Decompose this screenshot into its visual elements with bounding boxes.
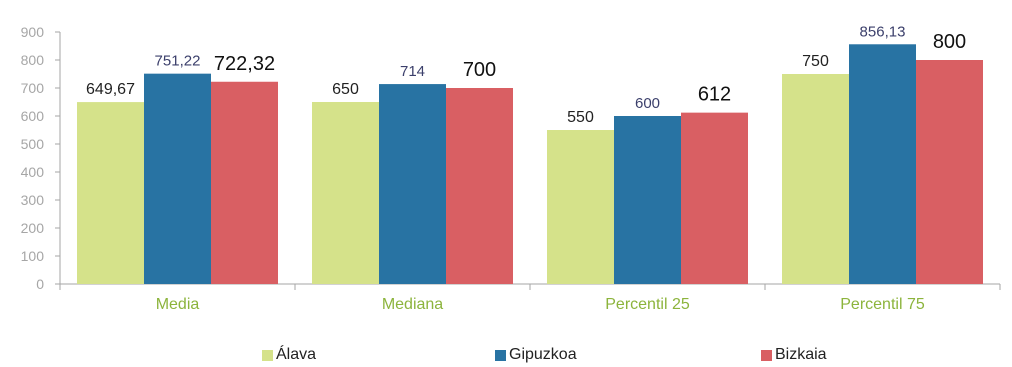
legend-item-bizkaia: Bizkaia — [761, 346, 827, 364]
bar — [77, 102, 144, 284]
bar — [446, 88, 513, 284]
legend-swatch-alava — [262, 349, 273, 361]
data-labels-group: 649,67 650 550 750 751,22 714 600 856,13 722,32 7… — [86, 23, 966, 126]
data-label: 856,13 — [860, 23, 906, 40]
bar — [547, 130, 614, 284]
x-axis: Media Mediana Percentil 25 Percentil 75 — [59, 283, 1001, 313]
data-label: 722,32 — [214, 53, 275, 75]
bar — [312, 102, 379, 284]
legend-item-gipuzkoa: Gipuzkoa — [495, 346, 577, 364]
y-axis: 0 100 200 300 400 500 600 700 800 900 — [21, 24, 61, 292]
data-label: 649,67 — [86, 81, 135, 98]
x-category-label: Percentil 75 — [840, 296, 925, 313]
legend: Álava Gipuzkoa Bizkaia — [0, 346, 1012, 366]
data-label: 700 — [463, 59, 496, 81]
data-label: 600 — [635, 95, 660, 112]
bar — [681, 112, 748, 284]
legend-label-alava: Álava — [276, 346, 317, 363]
y-tick-label: 500 — [21, 136, 45, 152]
legend-label-bizkaia: Bizkaia — [775, 346, 827, 363]
data-label: 750 — [802, 53, 829, 70]
bar-series-group — [77, 44, 983, 284]
y-tick-label: 0 — [36, 276, 44, 292]
y-tick-label: 900 — [21, 24, 45, 40]
x-category-label: Media — [156, 296, 200, 313]
bar — [144, 73, 211, 284]
y-tick-label: 200 — [21, 220, 45, 236]
y-tick-label: 400 — [21, 164, 45, 180]
y-tick-label: 600 — [21, 108, 45, 124]
data-label: 550 — [567, 109, 594, 126]
data-label: 650 — [332, 81, 359, 98]
bar — [379, 84, 446, 284]
legend-item-alava: Álava — [262, 346, 316, 364]
y-tick-label: 700 — [21, 80, 45, 96]
y-tick-label: 300 — [21, 192, 45, 208]
bar — [211, 81, 278, 284]
x-category-label: Mediana — [382, 296, 443, 313]
data-label: 800 — [933, 31, 966, 53]
x-category-label: Percentil 25 — [605, 296, 690, 313]
legend-label-gipuzkoa: Gipuzkoa — [509, 346, 577, 363]
bar — [782, 74, 849, 284]
bar — [849, 44, 916, 284]
bar — [614, 116, 681, 284]
data-label: 751,22 — [155, 53, 201, 70]
data-label: 612 — [698, 84, 731, 106]
legend-swatch-bizkaia — [761, 349, 772, 361]
bar — [916, 60, 983, 284]
data-label: 714 — [400, 63, 425, 80]
y-tick-label: 800 — [21, 52, 45, 68]
y-tick-label: 100 — [21, 248, 45, 264]
legend-swatch-gipuzkoa — [495, 349, 506, 361]
